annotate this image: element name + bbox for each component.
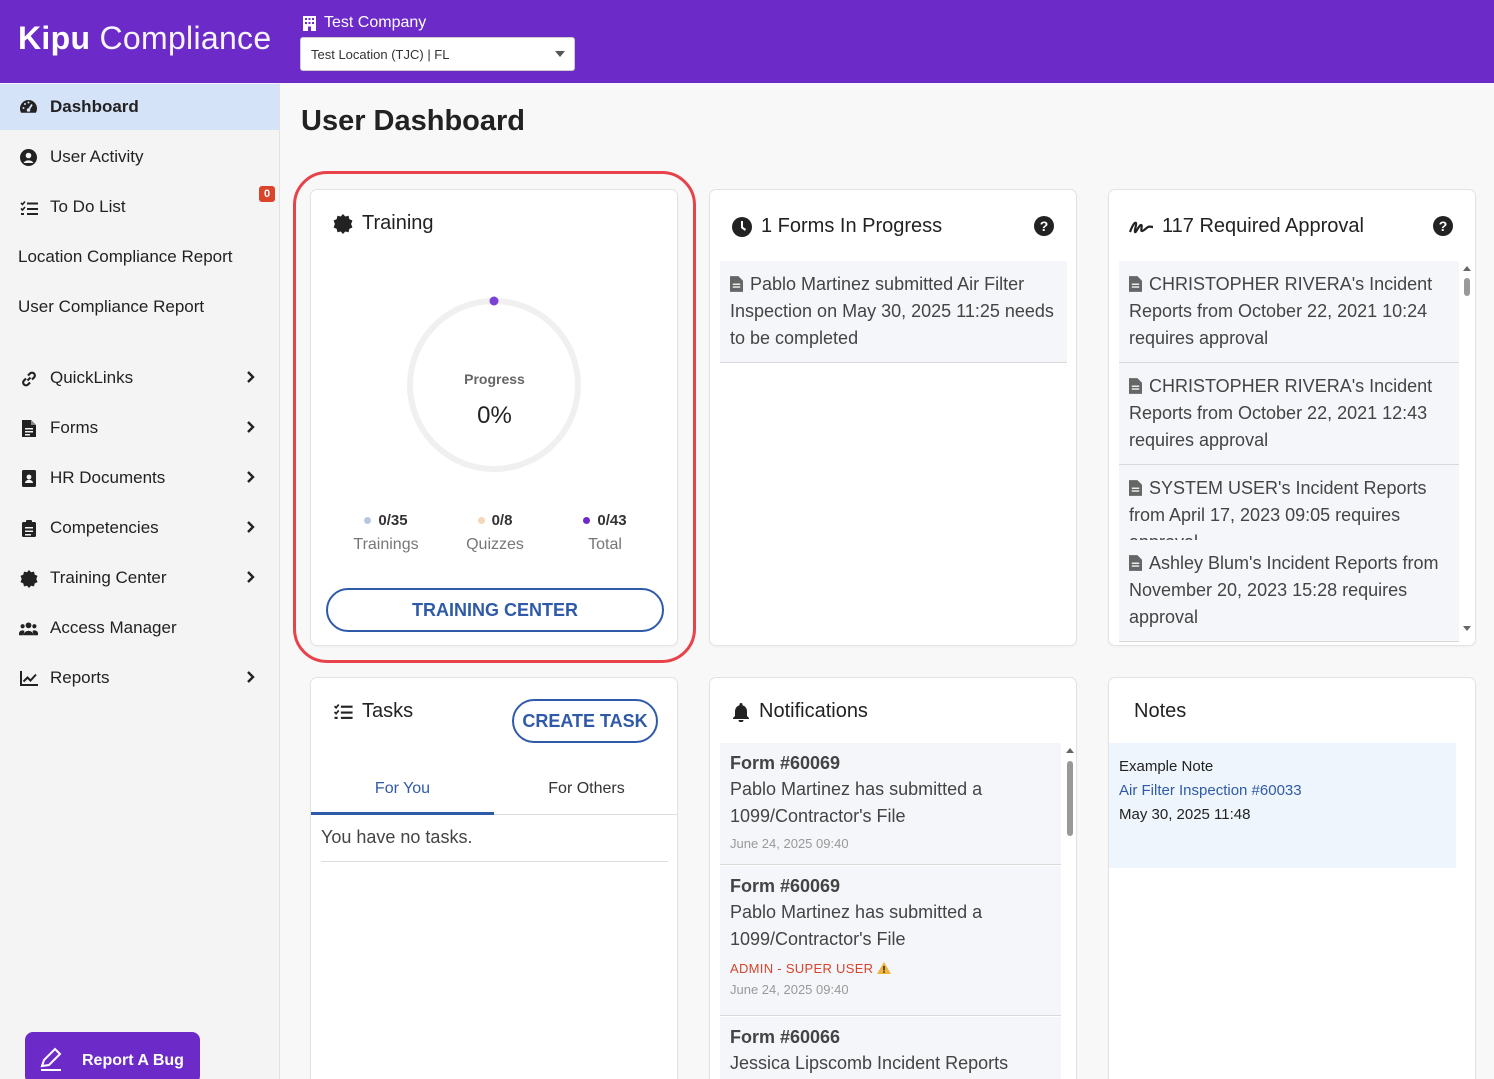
sidebar-item-access-manager[interactable]: Access Manager: [0, 605, 279, 651]
sidebar-item-hr-documents[interactable]: HR Documents: [0, 455, 279, 501]
sidebar-item-forms[interactable]: Forms: [0, 405, 279, 451]
file-icon: [19, 419, 38, 438]
progress-value: 0%: [477, 402, 512, 429]
forms-in-progress-card: 1 Forms In Progress ? Pablo Martinez sub…: [709, 189, 1077, 646]
checklist-icon: [333, 704, 353, 719]
sidebar-item-training-center[interactable]: Training Center: [0, 555, 279, 601]
chevron-right-icon: [247, 421, 255, 433]
id-badge-icon: [19, 469, 38, 488]
training-card: Training Progress 0% 0/35 Trainings 0/8 …: [310, 189, 678, 646]
quizzes-stat: 0/8 Quizzes: [466, 512, 524, 553]
note-link[interactable]: Air Filter Inspection #60033: [1119, 782, 1302, 799]
chart-line-icon: [19, 669, 38, 688]
clock-icon: [732, 216, 752, 237]
tasks-empty-message: You have no tasks.: [321, 815, 668, 862]
note-title: Example Note: [1119, 758, 1214, 775]
bell-icon: [733, 702, 749, 722]
sidebar: Dashboard User Activity To Do List Locat…: [0, 83, 280, 1079]
certificate-icon: [19, 569, 38, 588]
chevron-right-icon: [247, 371, 255, 383]
form-in-progress-item[interactable]: Pablo Martinez submitted Air Filter Insp…: [720, 261, 1067, 363]
svg-text:?: ?: [1439, 218, 1448, 234]
notifications-card: Notifications Form #60069 Pablo Martinez…: [709, 677, 1077, 1079]
gauge-icon: [19, 98, 38, 117]
svg-text:?: ?: [1040, 218, 1049, 234]
help-icon[interactable]: ?: [1034, 216, 1054, 236]
approval-scrollbar[interactable]: [1462, 264, 1472, 634]
page-title: User Dashboard: [301, 105, 526, 137]
company-name: Test Company: [303, 14, 426, 32]
training-center-button[interactable]: TRAINING CENTER: [326, 588, 664, 632]
chevron-right-icon: [247, 471, 255, 483]
caret-down-icon: [555, 51, 565, 57]
sidebar-item-location-compliance-report[interactable]: Location Compliance Report: [18, 247, 233, 266]
notification-item[interactable]: Form #60069 Pablo Martinez has submitted…: [720, 866, 1061, 1016]
report-bug-button[interactable]: Report A Bug: [25, 1032, 200, 1079]
training-card-header: Training: [333, 212, 434, 235]
file-icon: [730, 276, 743, 292]
trainings-stat: 0/35 Trainings: [353, 512, 419, 553]
notes-card: Notes Example Note Air Filter Inspection…: [1108, 677, 1476, 1079]
notification-item[interactable]: Form #60069 Pablo Martinez has submitted…: [720, 743, 1061, 865]
tab-for-you[interactable]: For You: [311, 773, 494, 815]
total-stat: 0/43 Total: [550, 512, 660, 554]
location-select[interactable]: Test Location (TJC) | FL: [300, 37, 575, 71]
user-circle-icon: [19, 148, 38, 167]
top-bar: Kipu Compliance Test Company Test Locati…: [0, 0, 1494, 83]
file-icon: [1129, 480, 1142, 496]
task-tabs: For You For Others: [311, 773, 677, 815]
help-icon[interactable]: ?: [1433, 216, 1453, 236]
approval-item[interactable]: Ashley Blum's Incident Reports from Nove…: [1119, 540, 1459, 642]
forms-card-header: 1 Forms In Progress: [732, 215, 942, 238]
tasks-card: Tasks CREATE TASK For You For Others You…: [310, 677, 678, 1079]
file-icon: [1129, 555, 1142, 571]
sidebar-item-user-compliance-report[interactable]: User Compliance Report: [18, 297, 205, 316]
sidebar-item-quicklinks[interactable]: QuickLinks: [0, 355, 279, 401]
progress-ring: [407, 296, 581, 472]
total-dot: [583, 517, 591, 524]
quizzes-dot: [477, 517, 485, 524]
create-task-button[interactable]: CREATE TASK: [512, 699, 658, 743]
notifications-scrollbar[interactable]: [1065, 745, 1075, 1079]
notification-user: ADMIN - SUPER USER: [730, 961, 1051, 976]
sidebar-item-competencies[interactable]: Competencies: [0, 505, 279, 551]
chevron-right-icon: [247, 571, 255, 583]
sidebar-item-user-activity[interactable]: User Activity: [0, 134, 279, 180]
notes-card-header: Notes: [1134, 700, 1187, 722]
checklist-icon: [19, 198, 38, 217]
file-icon: [1129, 276, 1142, 292]
approval-item[interactable]: CHRISTOPHER RIVERA's Incident Reports fr…: [1119, 363, 1459, 465]
app-logo[interactable]: Kipu Compliance: [18, 20, 272, 56]
tab-for-others[interactable]: For Others: [548, 780, 625, 797]
building-icon: [303, 15, 316, 31]
signature-icon: [1129, 221, 1153, 233]
todo-count-badge: 0: [259, 186, 275, 202]
note-item[interactable]: Example Note Air Filter Inspection #6003…: [1109, 743, 1456, 868]
notifications-card-header: Notifications: [732, 700, 868, 723]
certificate-icon: [333, 213, 353, 234]
approval-item[interactable]: CHRISTOPHER RIVERA's Incident Reports fr…: [1119, 261, 1459, 363]
pencil-icon: [40, 1047, 62, 1071]
sidebar-item-dashboard[interactable]: Dashboard: [0, 84, 279, 130]
chevron-right-icon: [247, 671, 255, 683]
progress-label: Progress: [464, 371, 525, 387]
file-icon: [1129, 378, 1142, 394]
sidebar-item-reports[interactable]: Reports: [0, 655, 279, 701]
clipboard-icon: [19, 519, 38, 538]
note-date: May 30, 2025 11:48: [1119, 806, 1251, 823]
warning-icon: [877, 962, 892, 974]
tasks-card-header: Tasks: [333, 700, 413, 723]
required-approval-card: 117 Required Approval ? CHRISTOPHER RIVE…: [1108, 189, 1476, 646]
sidebar-item-to-do-list[interactable]: To Do List: [0, 184, 279, 230]
users-icon: [19, 619, 38, 638]
link-icon: [19, 369, 38, 388]
trainings-dot: [364, 517, 372, 524]
approval-card-header: 117 Required Approval: [1129, 215, 1364, 238]
chevron-right-icon: [247, 521, 255, 533]
notification-item[interactable]: Form #60066 Jessica Lipscomb Incident Re…: [720, 1017, 1061, 1079]
